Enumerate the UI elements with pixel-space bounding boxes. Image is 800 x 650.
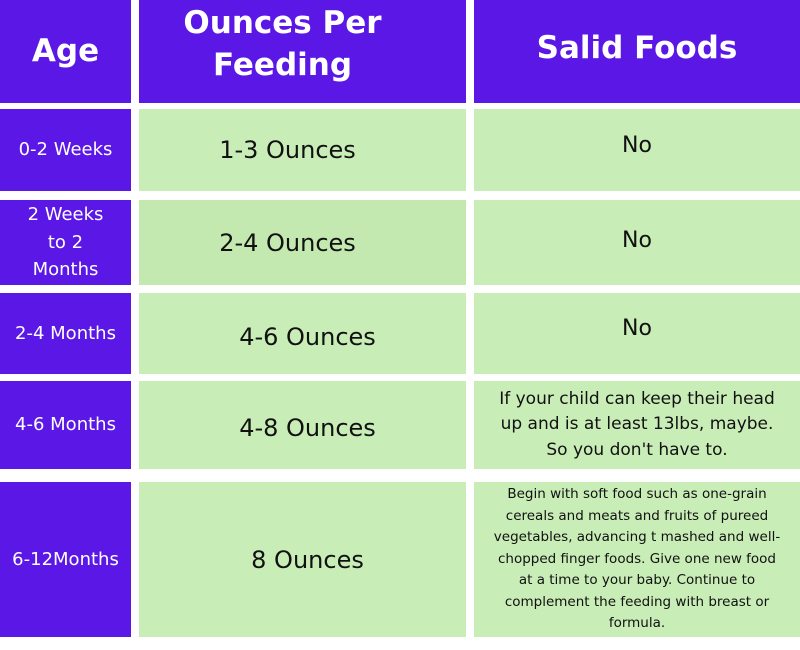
ounces-cell: 1-3 Ounces: [139, 109, 466, 191]
ounces-value: 4-6 Ounces: [239, 322, 376, 351]
solid-foods-cell: No: [474, 109, 800, 191]
ounces-value: 4-8 Ounces: [239, 414, 376, 442]
ounces-value: 2-4 Ounces: [219, 228, 356, 257]
age-label: 0-2 Weeks: [18, 139, 113, 161]
solid-foods-value: No: [622, 316, 652, 341]
age-cell: 2-4 Months: [0, 293, 131, 374]
age-label: 2 Weeks to 2 Months: [27, 203, 104, 281]
ounces-value: 1-3 Ounces: [219, 136, 356, 164]
age-label: 2-4 Months: [15, 322, 116, 344]
solid-foods-value: No: [622, 132, 652, 158]
age-cell: 6-12Months: [0, 482, 131, 637]
solid-foods-cell: No: [474, 200, 800, 285]
age-label: 4-6 Months: [15, 414, 116, 436]
header-solid-foods: Salid Foods: [474, 0, 800, 103]
age-cell: 2 Weeks to 2 Months: [0, 200, 131, 285]
ounces-cell: 4-8 Ounces: [139, 381, 466, 469]
header-ounces-label: Ounces Per Feeding: [183, 4, 382, 83]
header-ounces: Ounces Per Feeding: [139, 0, 466, 103]
ounces-value: 8 Ounces: [251, 545, 364, 574]
solid-foods-cell: If your child can keep their head up and…: [474, 381, 800, 469]
header-age: Age: [0, 0, 131, 103]
solid-foods-value: No: [622, 228, 652, 253]
solid-foods-value: If your child can keep their head up and…: [499, 388, 775, 460]
age-cell: 0-2 Weeks: [0, 109, 131, 191]
solid-foods-cell: Begin with soft food such as one-grain c…: [474, 482, 800, 637]
ounces-cell: 2-4 Ounces: [139, 200, 466, 285]
age-cell: 4-6 Months: [0, 381, 131, 469]
solid-foods-cell: No: [474, 293, 800, 374]
age-label: 6-12Months: [12, 548, 119, 570]
ounces-cell: 4-6 Ounces: [139, 293, 466, 374]
header-age-label: Age: [31, 32, 100, 69]
solid-foods-value: Begin with soft food such as one-grain c…: [493, 485, 781, 632]
header-solid-label: Salid Foods: [536, 29, 738, 66]
ounces-cell: 8 Ounces: [139, 482, 466, 637]
